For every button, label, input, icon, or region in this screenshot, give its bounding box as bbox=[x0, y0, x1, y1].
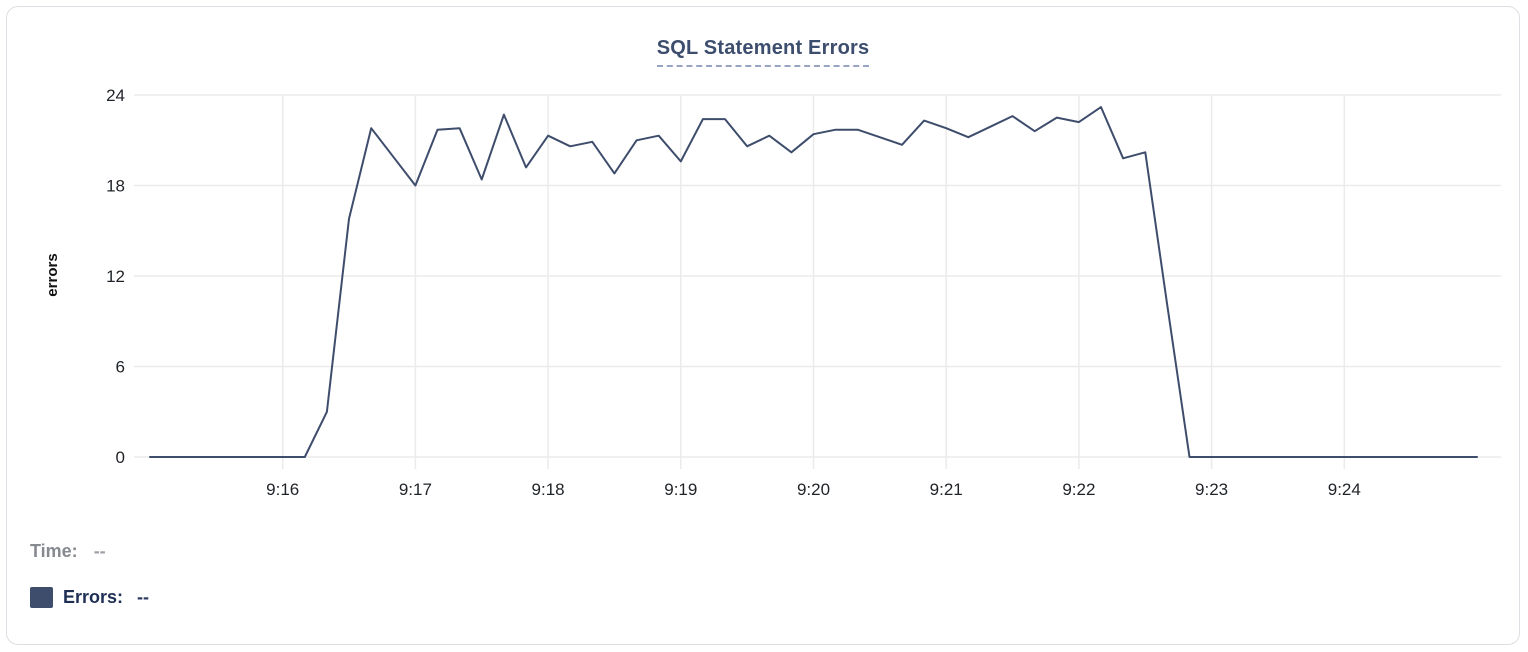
y-axis-tick-label: 24 bbox=[106, 86, 125, 105]
time-label: Time: bbox=[30, 540, 78, 561]
x-axis-tick-label: 9:17 bbox=[399, 480, 432, 499]
x-axis-tick-label: 9:23 bbox=[1195, 480, 1228, 499]
x-axis-tick-label: 9:16 bbox=[266, 480, 299, 499]
y-axis-tick-label: 18 bbox=[106, 177, 125, 196]
chart-title[interactable]: SQL Statement Errors bbox=[656, 37, 870, 67]
chart-title-wrap: SQL Statement Errors bbox=[7, 37, 1519, 67]
x-axis-tick-label: 9:21 bbox=[930, 480, 963, 499]
errors-value: -- bbox=[137, 586, 150, 607]
x-axis-tick-label: 9:20 bbox=[797, 480, 830, 499]
legend-row-time: Time: -- bbox=[30, 539, 149, 563]
x-axis-tick-label: 9:24 bbox=[1328, 480, 1361, 499]
errors-line-chart[interactable]: 0 6 12 18 24 9:16 9:17 9:18 9:19 9:20 9:21 9:22 9:23… bbox=[7, 7, 1528, 519]
y-axis-tick-label: 6 bbox=[116, 358, 125, 377]
y-axis-label: errors bbox=[44, 253, 61, 296]
tooltip-legend: Time: -- Errors: -- bbox=[30, 539, 149, 631]
errors-label: Errors: bbox=[63, 586, 124, 607]
errors-series-line bbox=[149, 106, 1478, 458]
x-axis-tick-label: 9:22 bbox=[1062, 480, 1095, 499]
y-axis-tick-label: 0 bbox=[116, 448, 125, 467]
legend-row-errors: Errors: -- bbox=[30, 585, 149, 609]
errors-series-swatch bbox=[30, 586, 53, 608]
x-axis-tick-label: 9:19 bbox=[664, 480, 697, 499]
y-axis-tick-label: 12 bbox=[106, 267, 125, 286]
chart-card: SQL Statement Errors 0 6 12 18 24 9:16 9:17 9:1… bbox=[6, 6, 1520, 645]
x-axis-tick-label: 9:18 bbox=[532, 480, 565, 499]
time-value: -- bbox=[93, 540, 106, 561]
